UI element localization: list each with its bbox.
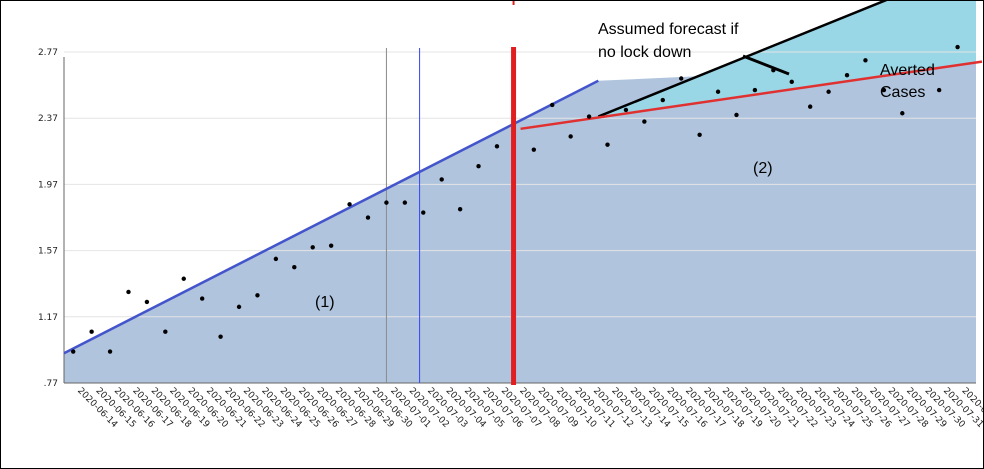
data-point (881, 87, 887, 93)
forecast-line (597, 1, 888, 118)
y-tick-label: 1.57 (38, 247, 58, 257)
trend-2-label: (2) (753, 160, 773, 177)
data-point (439, 177, 444, 182)
trend-1-label: (1) (315, 294, 335, 311)
data-point (144, 299, 150, 305)
data-point (89, 329, 94, 334)
averted-annotation-line-1: Averted (880, 62, 935, 79)
data-point (273, 256, 279, 262)
data-point (218, 334, 223, 339)
data-point (365, 215, 371, 220)
data-point (199, 296, 205, 301)
data-point (255, 293, 260, 298)
data-point (568, 134, 573, 139)
area-below-trend (64, 63, 976, 383)
data-point (586, 114, 592, 119)
data-point (384, 200, 389, 205)
data-point (955, 44, 960, 50)
data-point (457, 207, 463, 212)
data-point (421, 210, 426, 215)
data-point (71, 349, 76, 354)
data-point (550, 102, 555, 108)
forecast-annotation-pointer (742, 54, 790, 76)
trend-line-1 (63, 79, 599, 355)
averted-cases-area (598, 1, 976, 117)
y-tick-label: .77 (44, 379, 58, 389)
trend-line-2 (520, 60, 983, 131)
data-point (900, 111, 905, 116)
data-point (826, 89, 831, 94)
data-point (181, 276, 186, 281)
data-point (771, 68, 776, 73)
data-point (660, 97, 665, 103)
data-point (494, 144, 500, 149)
data-point (936, 87, 942, 93)
data-point (292, 264, 297, 270)
data-point (107, 349, 113, 354)
averted-annotation-line-2: Cases (880, 84, 925, 101)
forecast-annotation-line-1: Assumed forecast if (598, 21, 739, 38)
y-tick-label: 2.37 (38, 114, 58, 124)
data-point (844, 72, 850, 78)
data-point (807, 104, 813, 109)
data-point (163, 329, 168, 334)
data-point (697, 132, 702, 137)
y-tick-label: 2.77 (38, 48, 58, 58)
data-point (402, 200, 408, 205)
data-point (347, 202, 352, 207)
y-tick-label: 1.17 (38, 313, 58, 323)
data-point (863, 58, 868, 63)
data-point (605, 142, 610, 147)
data-point (734, 112, 739, 118)
data-point (715, 89, 721, 94)
data-point (126, 289, 131, 295)
data-point (531, 147, 537, 152)
data-point (752, 87, 758, 93)
data-point (476, 164, 481, 169)
data-point (623, 107, 629, 113)
data-point (236, 304, 242, 310)
y-tick-label: 1.97 (38, 180, 58, 190)
forecast-annotation-line-2: no lock down (598, 44, 691, 61)
data-point (642, 119, 647, 124)
data-point (310, 245, 315, 250)
data-point (328, 243, 334, 248)
data-point (679, 76, 684, 81)
data-point (789, 79, 794, 85)
